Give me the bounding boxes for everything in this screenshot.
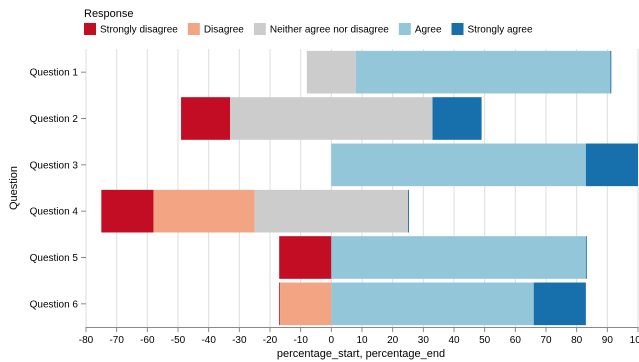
legend-title: Response — [84, 8, 134, 20]
x-tick-label: 10 — [356, 335, 368, 346]
legend: Response Strongly disagree Disagree Neither… — [84, 8, 533, 36]
bar-segment — [610, 50, 612, 94]
y-tick-label: Question 1 — [30, 68, 79, 79]
bar-segment — [280, 282, 332, 326]
x-tick-label: -60 — [140, 335, 155, 346]
bar-segment — [533, 282, 586, 326]
bar-segment — [306, 50, 356, 94]
x-tick-label: -80 — [79, 335, 94, 346]
x-tick-label: 50 — [479, 335, 491, 346]
grid-lines — [85, 49, 639, 327]
legend-label: Disagree — [204, 25, 244, 36]
bar-segment — [101, 189, 154, 233]
bar-segment — [254, 189, 408, 233]
bar-segment — [585, 236, 587, 279]
x-tick-label: -20 — [263, 335, 278, 346]
x-axis-title: percentage_start, percentage_end — [277, 348, 445, 360]
legend-swatch — [253, 23, 266, 35]
legend-label: Agree — [415, 25, 442, 36]
legend-swatch — [187, 23, 200, 35]
x-tick-label: 60 — [510, 335, 522, 346]
y-tick-label: Question 2 — [30, 114, 79, 125]
x-tick-label: -10 — [293, 335, 308, 346]
bar-segment — [279, 236, 332, 279]
x-tick-label: 20 — [387, 335, 399, 346]
legend-label: Neither agree nor disagree — [270, 25, 389, 36]
bar-segment — [230, 97, 433, 140]
x-tick-label: -30 — [232, 335, 247, 346]
x-tick-label: 40 — [448, 335, 460, 346]
bar-segment — [432, 97, 482, 140]
bar-segment — [181, 97, 231, 140]
bar-segment — [331, 236, 586, 279]
x-tick-label: 30 — [418, 335, 430, 346]
bar-segment — [331, 282, 534, 326]
x-tick-label: 70 — [540, 335, 552, 346]
y-tick-label: Question 5 — [30, 253, 79, 264]
y-axis-title: Question — [8, 166, 20, 210]
x-tick-label: 0 — [329, 335, 335, 346]
legend-swatch — [451, 23, 464, 35]
legend-swatch — [398, 23, 411, 35]
legend-label: Strongly agree — [468, 25, 533, 36]
x-tick-label: -50 — [171, 335, 186, 346]
y-tick-label: Question 4 — [30, 207, 79, 218]
bars — [101, 50, 638, 326]
y-tick-label: Question 3 — [30, 160, 79, 171]
x-tick-label: 90 — [602, 335, 614, 346]
y-tick-label: Question 6 — [30, 299, 79, 310]
legend-swatch — [84, 23, 96, 35]
y-axis: Question 1 Question 2 Question 3 Question 4… — [8, 68, 86, 310]
bar-segment — [408, 189, 409, 233]
x-tick-label: -40 — [201, 335, 216, 346]
x-tick-label: -70 — [109, 335, 124, 346]
bar-segment — [585, 143, 638, 187]
x-axis: -80 -70 -60 -50 -40 -30 -20 -10 0 10 20 30 40 50 60 70 8… — [79, 327, 639, 360]
x-tick-label: 100 — [630, 335, 639, 346]
x-tick-label: 80 — [571, 335, 583, 346]
legend-label: Strongly disagree — [100, 25, 178, 36]
bar-segment — [153, 189, 255, 233]
bar-segment — [331, 143, 586, 187]
bar-segment — [355, 50, 611, 94]
bar-segment — [279, 282, 281, 326]
